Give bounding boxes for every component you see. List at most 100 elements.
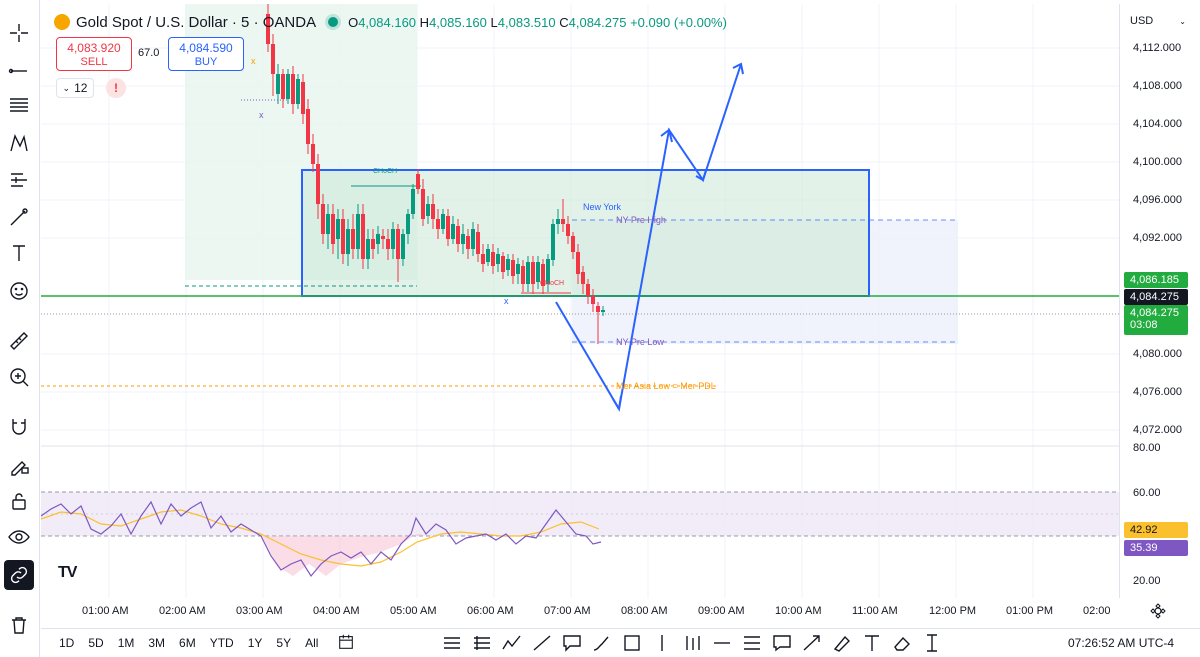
- candle-body: [291, 74, 295, 104]
- price-chart[interactable]: x x x: [41, 4, 1119, 598]
- range-1y-button[interactable]: 1Y: [247, 636, 263, 650]
- range-5d-button[interactable]: 5D: [88, 636, 104, 650]
- candle-body: [281, 74, 285, 99]
- candle-body: [546, 259, 550, 284]
- price-label: 4,112.000: [1133, 42, 1182, 54]
- highlighter-icon[interactable]: [831, 633, 853, 653]
- candle-body: [266, 14, 270, 44]
- fib-retracement-icon[interactable]: [4, 90, 34, 120]
- candle-body: [576, 252, 580, 274]
- text-icon[interactable]: [861, 633, 883, 653]
- range-3m-button[interactable]: 3M: [148, 636, 166, 650]
- bars-pattern-icon[interactable]: [681, 633, 703, 653]
- path-icon[interactable]: [501, 633, 523, 653]
- brush-icon[interactable]: [591, 633, 613, 653]
- emoji-icon[interactable]: [4, 276, 34, 306]
- settings-icon[interactable]: [1150, 603, 1166, 619]
- candle-body: [471, 229, 475, 249]
- horizontal-ray-icon[interactable]: [711, 633, 733, 653]
- callout-icon[interactable]: [561, 633, 583, 653]
- time-label: 01:00 AM: [82, 605, 129, 617]
- candle-body: [406, 214, 410, 234]
- sell-button[interactable]: 4,083.920 SELL: [56, 37, 132, 71]
- candle-body: [376, 234, 380, 244]
- brush-icon[interactable]: [4, 202, 34, 232]
- tradingview-logo[interactable]: TV: [58, 564, 77, 581]
- time-axis[interactable]: 01:00 AM 02:00 AM 03:00 AM 04:00 AM 05:0…: [41, 598, 1119, 624]
- rsi-label: 60.00: [1133, 487, 1161, 499]
- currency-selector[interactable]: USD ⌄: [1130, 15, 1186, 27]
- ruler-icon[interactable]: [4, 326, 34, 356]
- magnet-icon[interactable]: [4, 412, 34, 442]
- rsi-label: 80.00: [1133, 442, 1161, 454]
- candle-body: [316, 164, 320, 204]
- svg-text:x: x: [504, 296, 509, 306]
- chart-pane[interactable]: x x x CHoCH CHoCH New York NY Pre High N…: [41, 4, 1119, 598]
- candle-body: [561, 219, 565, 224]
- range-1m-button[interactable]: 1M: [117, 636, 135, 650]
- candle-body: [586, 284, 590, 296]
- arrow-icon[interactable]: [801, 633, 823, 653]
- candle-body: [336, 219, 340, 239]
- pattern-icon[interactable]: [4, 128, 34, 158]
- fib-icon[interactable]: [741, 633, 763, 653]
- measure-icon[interactable]: [921, 633, 943, 653]
- alert-icon[interactable]: !: [106, 78, 126, 98]
- candle-body: [581, 272, 585, 284]
- zoom-in-icon[interactable]: [4, 362, 34, 392]
- candle-body: [521, 266, 525, 284]
- candle-body: [296, 79, 300, 104]
- candle-body: [331, 214, 335, 244]
- candle-body: [436, 219, 440, 229]
- crosshair-icon[interactable]: [4, 18, 34, 48]
- date-range-icon[interactable]: [336, 633, 356, 654]
- ny-pre-low-label: NY Pre Low: [616, 337, 664, 347]
- buy-button[interactable]: 4,084.590 BUY: [168, 37, 244, 71]
- link-icon[interactable]: [4, 560, 34, 590]
- text-icon[interactable]: [4, 238, 34, 268]
- chevron-down-icon: ⌄: [1179, 16, 1186, 26]
- range-all-button[interactable]: All: [305, 636, 319, 650]
- trend-line-icon[interactable]: [531, 633, 553, 653]
- candle-body: [596, 306, 600, 312]
- candle-body: [541, 264, 545, 286]
- candle-body: [306, 109, 310, 144]
- svg-text:x: x: [251, 56, 256, 66]
- range-5y-button[interactable]: 5Y: [276, 636, 292, 650]
- rsi-label: 20.00: [1133, 575, 1161, 587]
- candle-body: [421, 189, 425, 219]
- long-position-icon[interactable]: [441, 633, 463, 653]
- eye-icon[interactable]: [4, 522, 34, 552]
- time-label: 06:00 AM: [467, 605, 514, 617]
- symbol-legend[interactable]: Gold Spot / U.S. Dollar · 5 · OANDA O4,0…: [54, 12, 727, 32]
- trash-icon[interactable]: [4, 610, 34, 640]
- vertical-line-icon[interactable]: [651, 633, 673, 653]
- range-ytd-button[interactable]: YTD: [209, 636, 234, 650]
- time-label: 01:00 PM: [1006, 605, 1054, 617]
- lock-drawing-icon[interactable]: [4, 450, 34, 480]
- long-position-icon[interactable]: [4, 165, 34, 195]
- unlock-icon[interactable]: [4, 486, 34, 516]
- time-label: 07:00 AM: [544, 605, 591, 617]
- time-label: 02:00 AM: [159, 605, 206, 617]
- symbol-title[interactable]: Gold Spot / U.S. Dollar · 5 · OANDA: [76, 13, 317, 31]
- candle-body: [311, 144, 315, 164]
- candle-body: [566, 224, 570, 236]
- range-1d-button[interactable]: 1D: [59, 636, 75, 650]
- candle-body: [456, 226, 460, 244]
- clock[interactable]: 07:26:52 AM UTC-4: [1068, 636, 1175, 650]
- drawing-toolbar: [0, 0, 40, 657]
- eraser-icon[interactable]: [891, 633, 913, 653]
- trend-line-icon[interactable]: [4, 54, 34, 84]
- candle-body: [476, 232, 480, 254]
- ohlc-values: O4,084.160 H4,085.160 L4,083.510 C4,084.…: [348, 14, 727, 30]
- price-label: 4,080.000: [1133, 348, 1182, 360]
- spread-value: 67.0: [138, 47, 160, 59]
- parallel-channel-icon[interactable]: [471, 633, 493, 653]
- rectangle-icon[interactable]: [621, 633, 643, 653]
- drawing-shortcuts: [441, 633, 943, 655]
- range-6m-button[interactable]: 6M: [179, 636, 196, 650]
- price-label: 4,100.000: [1133, 156, 1182, 168]
- note-icon[interactable]: [771, 633, 793, 653]
- indicators-toggle[interactable]: ⌄ 12: [56, 78, 94, 98]
